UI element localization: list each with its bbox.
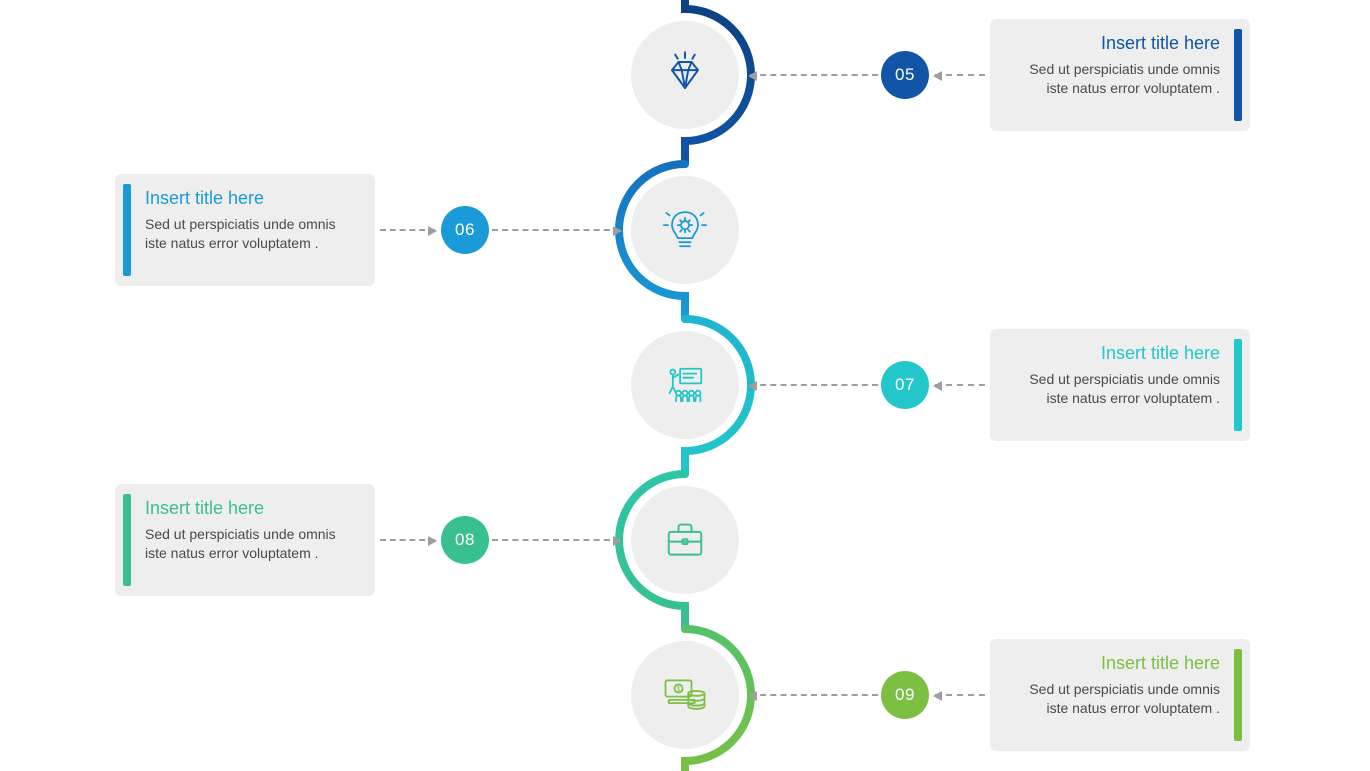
lightbulb-gear-icon — [659, 204, 711, 256]
connector-dash — [935, 694, 985, 696]
card-body: Sed ut perspiciatis unde omnis iste natu… — [1008, 60, 1220, 98]
step-card-09: Insert title here Sed ut perspiciatis und… — [990, 639, 1250, 751]
card-accent — [1234, 29, 1242, 121]
connector-dash — [380, 539, 435, 541]
step-card-05: Insert title here Sed ut perspiciatis und… — [990, 19, 1250, 131]
step-number-badge-09: 09 — [881, 671, 929, 719]
presentation-icon — [659, 359, 711, 411]
connector-dash — [492, 229, 620, 231]
connector-dash — [380, 229, 435, 231]
step-node-09: $ — [631, 641, 739, 749]
step-node-08 — [631, 486, 739, 594]
card-title: Insert title here — [145, 188, 357, 209]
step-number-badge-08: 08 — [441, 516, 489, 564]
card-accent — [1234, 649, 1242, 741]
card-accent — [123, 494, 131, 586]
briefcase-icon — [659, 514, 711, 566]
step-number-badge-06: 06 — [441, 206, 489, 254]
step-card-08: Insert title here Sed ut perspiciatis und… — [115, 484, 375, 596]
step-node-05 — [631, 21, 739, 129]
card-body: Sed ut perspiciatis unde omnis iste natu… — [145, 215, 357, 253]
card-title: Insert title here — [145, 498, 357, 519]
infographic-stage: 05 Insert title here Sed ut perspiciatis u… — [0, 0, 1370, 771]
card-title: Insert title here — [1008, 33, 1220, 54]
step-card-07: Insert title here Sed ut perspiciatis und… — [990, 329, 1250, 441]
step-number-badge-07: 07 — [881, 361, 929, 409]
connector-dash — [935, 384, 985, 386]
step-node-06 — [631, 176, 739, 284]
card-accent — [1234, 339, 1242, 431]
svg-text:$: $ — [677, 686, 681, 693]
connector-dash — [492, 539, 620, 541]
connector-dash — [750, 74, 878, 76]
card-title: Insert title here — [1008, 653, 1220, 674]
connector-dash — [750, 694, 878, 696]
money-icon: $ — [659, 669, 711, 721]
card-title: Insert title here — [1008, 343, 1220, 364]
connector-dash — [750, 384, 878, 386]
connector-dash — [935, 74, 985, 76]
card-accent — [123, 184, 131, 276]
step-card-06: Insert title here Sed ut perspiciatis und… — [115, 174, 375, 286]
step-number-badge-05: 05 — [881, 51, 929, 99]
card-body: Sed ut perspiciatis unde omnis iste natu… — [145, 525, 357, 563]
step-node-07 — [631, 331, 739, 439]
card-body: Sed ut perspiciatis unde omnis iste natu… — [1008, 370, 1220, 408]
card-body: Sed ut perspiciatis unde omnis iste natu… — [1008, 680, 1220, 718]
diamond-icon — [659, 49, 711, 101]
